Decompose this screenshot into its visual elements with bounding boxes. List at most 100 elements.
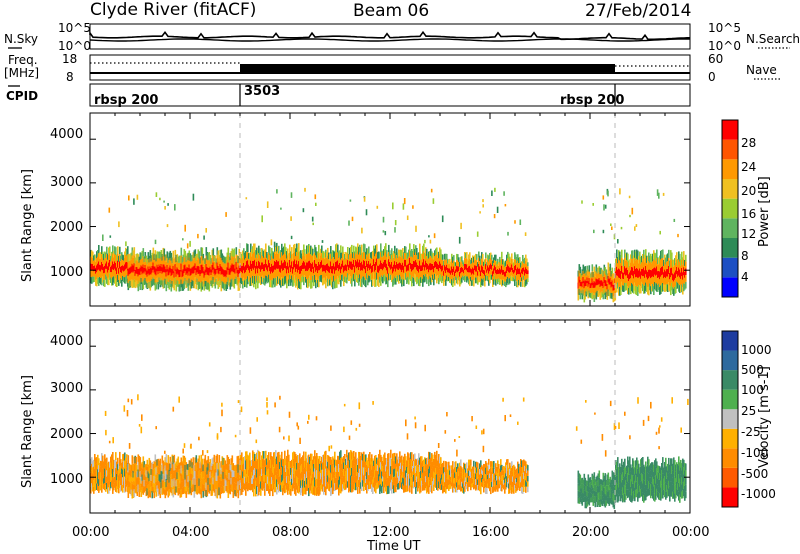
power-echo-cell (498, 265, 500, 270)
velocity-echo-cell (423, 465, 425, 472)
velocity-echo-cell (376, 476, 378, 483)
power-echo-cell (222, 255, 225, 263)
velocity-echo-cell (291, 478, 293, 485)
power-echo-cell (394, 261, 396, 269)
power-echo-cell (646, 284, 648, 292)
velocity-echo-cell (416, 459, 418, 466)
power-echo-cell (252, 268, 254, 276)
power-echo-cell (329, 279, 331, 286)
velocity-echo-cell (153, 468, 156, 476)
velocity-echo-cell (401, 482, 403, 490)
power-echo-cell (216, 254, 219, 263)
velocity-echo-cell (481, 465, 483, 470)
velocity-echo-cell (384, 466, 386, 474)
xtick-1: 04:00 (172, 525, 210, 540)
power-echo-cell (110, 266, 112, 273)
velocity-echo-cell (269, 481, 271, 489)
power-echo-cell (428, 279, 430, 287)
velocity-echo-cell (103, 483, 105, 490)
power-echo-cell (148, 281, 151, 289)
power-echo-cell (526, 263, 528, 269)
velocity-echo-cell (441, 479, 443, 485)
power-echo-cell (618, 268, 620, 278)
power-echo-cell (458, 275, 460, 281)
velocity-echo-cell (95, 470, 97, 478)
velocity-echo-cell (383, 477, 385, 486)
velocity-echo-cell (363, 475, 365, 484)
power-echo-cell (460, 273, 462, 279)
power-echo-cell (328, 265, 330, 273)
power-echo-cell (685, 268, 687, 275)
power-echo-cell (368, 275, 370, 283)
power-echo-cell (440, 274, 442, 280)
velocity-echo-cell (91, 476, 93, 484)
power-echo-cell (117, 253, 119, 261)
power-echo-cell (590, 272, 593, 278)
velocity-echo-cell (174, 469, 177, 477)
velocity-echo-cell (418, 453, 420, 461)
velocity-echo-cell (203, 484, 206, 492)
velocity-echo-cell (469, 459, 471, 465)
velocity-echo-cell (269, 460, 271, 468)
velocity-echo-cell (408, 467, 410, 474)
power-echo-cell (106, 246, 108, 255)
velocity-echo-cell (452, 461, 454, 468)
velocity-echo-cell (304, 487, 306, 495)
velocity-echo-cell (158, 474, 161, 481)
power-echo-cell (487, 275, 489, 282)
velocity-echo-cell (122, 461, 124, 470)
velocity-echo-cell (359, 485, 361, 494)
power-echo-cell (334, 266, 336, 274)
power-echo-cell (176, 254, 179, 261)
power-echo-cell (264, 278, 266, 286)
velocity-echo-cell (364, 480, 366, 487)
power-echo-cell (102, 270, 104, 277)
power-echo-cell (104, 265, 106, 273)
power-echo-cell (383, 262, 385, 269)
power-echo-cell (388, 266, 390, 274)
power-echo-cell (661, 275, 663, 284)
velocity-echo-cell (320, 485, 322, 492)
velocity-echo-cell (169, 477, 172, 485)
velocity-echo-cell (420, 478, 422, 486)
power-echo-cell (208, 275, 211, 284)
power-echo-cell (670, 259, 672, 269)
scatter-cell (635, 224, 638, 227)
velocity-echo-cell (248, 482, 250, 490)
scatter-cell (163, 200, 165, 203)
power-echo-cell (467, 259, 469, 264)
power-echo-cell (359, 252, 361, 260)
velocity-echo-cell (411, 477, 413, 486)
power-echo-cell (659, 263, 661, 272)
power-echo-cell (685, 261, 687, 269)
velocity-echo-cell (369, 459, 371, 467)
power-echo-cell (591, 278, 594, 286)
velocity-echo-cell (453, 487, 455, 493)
power-echo-cell (682, 264, 684, 273)
power-echo-cell (624, 266, 626, 275)
power-echo-cell (213, 255, 216, 262)
scatter-cell (290, 192, 293, 198)
power-echo-cell (662, 274, 664, 283)
power-echo-cell (450, 261, 452, 267)
power-echo-cell (359, 244, 361, 253)
power-echo-cell (244, 280, 246, 288)
velocity-echo-cell (230, 471, 233, 478)
velocity-echo-cell (366, 457, 368, 465)
power-echo-cell (339, 250, 341, 257)
power-echo-cell (226, 274, 229, 282)
velocity-echo-cell (388, 469, 390, 478)
velocity-echo-cell (175, 461, 178, 468)
mhz-label: [MHz] (4, 66, 40, 80)
velocity-echo-cell (257, 468, 259, 478)
velocity-echo-cell (92, 479, 94, 486)
velocity-echo-cell (477, 473, 479, 480)
power-echo-cell (471, 280, 473, 286)
power-echo-cell (508, 278, 510, 285)
velocity-echo-cell (325, 486, 327, 496)
power-echo-cell (225, 270, 228, 278)
velocity-echo-cell (408, 474, 410, 481)
velocity-echo-cell (184, 464, 187, 473)
power-echo-cell (288, 259, 290, 267)
velocity-echo-cell (289, 474, 291, 481)
